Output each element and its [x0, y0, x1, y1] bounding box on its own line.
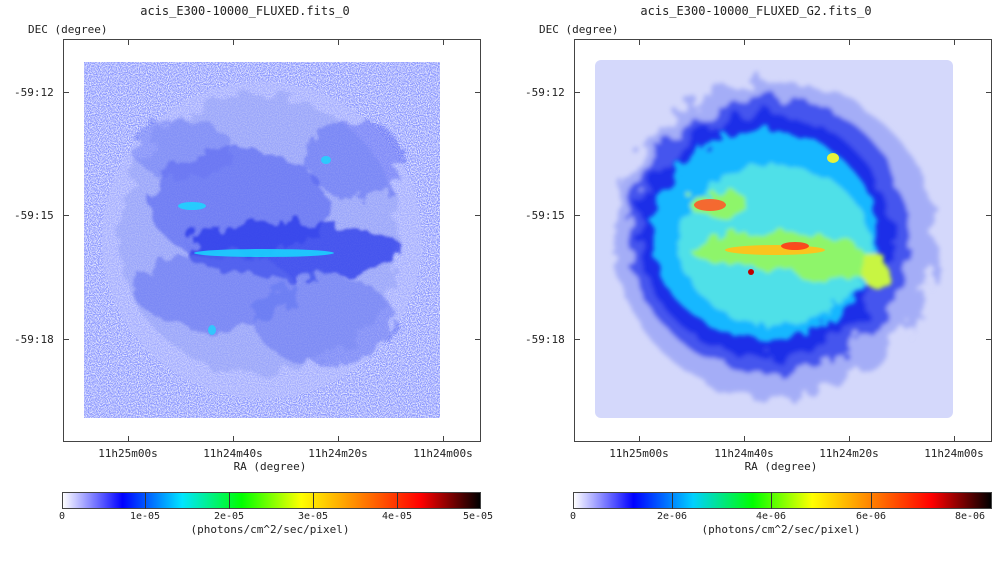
- colorbar[interactable]: [573, 492, 992, 509]
- ra-tick-label: 11h24m40s: [714, 447, 774, 460]
- ra-tick-label: 11h24m20s: [308, 447, 368, 460]
- x-tick: [128, 436, 129, 442]
- x-tick: [954, 39, 955, 45]
- image-title: acis_E300-10000_FLUXED_G2.fits_0: [640, 4, 872, 18]
- colorbar-tick-label: 4e-05: [381, 511, 413, 522]
- colorbar-divider: [871, 492, 872, 509]
- colorbar-tick-label: 2e-06: [656, 511, 688, 522]
- hotspot: [748, 269, 754, 275]
- colorbar-divider: [771, 492, 772, 509]
- colorbar-tick-label: 0: [58, 511, 66, 522]
- x-tick: [128, 39, 129, 45]
- ra-axis-label: RA (degree): [233, 460, 307, 473]
- x-tick: [338, 39, 339, 45]
- colorbar-unit: (photons/cm^2/sec/pixel): [701, 523, 861, 536]
- y-tick: [475, 92, 481, 93]
- y-tick: [986, 339, 992, 340]
- right-image-panel: acis_E300-10000_FLUXED_G2.fits_0 DEC (de…: [511, 0, 1000, 561]
- hot-filament: [725, 245, 825, 255]
- image-title: acis_E300-10000_FLUXED.fits_0: [140, 4, 350, 18]
- colorbar-unit: (photons/cm^2/sec/pixel): [190, 523, 350, 536]
- image-frame[interactable]: [574, 39, 992, 442]
- x-tick: [849, 436, 850, 442]
- x-tick: [443, 39, 444, 45]
- dec-tick-label: -59:15: [525, 209, 565, 222]
- colorbar[interactable]: [62, 492, 481, 509]
- y-tick: [63, 339, 69, 340]
- colorbar-divider: [672, 492, 673, 509]
- x-tick: [849, 39, 850, 45]
- colorbar-tick-label: 6e-06: [855, 511, 887, 522]
- colorbar-tick-label: 5e-05: [462, 511, 494, 522]
- y-tick: [574, 339, 580, 340]
- left-image-panel: acis_E300-10000_FLUXED.fits_0 DEC (degre…: [14, 4, 493, 536]
- dec-axis-label: DEC (degree): [539, 23, 619, 36]
- colorbar-divider: [145, 492, 146, 509]
- bright-knot: [321, 156, 331, 164]
- colorbar-divider: [397, 492, 398, 509]
- dec-tick-label: -59:12: [14, 86, 54, 99]
- y-tick: [986, 92, 992, 93]
- y-tick: [574, 215, 580, 216]
- image-frame[interactable]: [63, 39, 481, 442]
- colorbar-tick-label: 8e-06: [954, 511, 986, 522]
- y-tick: [986, 215, 992, 216]
- ra-tick-label: 11h24m00s: [413, 447, 473, 460]
- dec-tick-label: -59:12: [525, 86, 565, 99]
- y-tick: [63, 92, 69, 93]
- dec-tick-label: -59:15: [14, 209, 54, 222]
- hotspot: [827, 153, 839, 163]
- ra-axis-label: RA (degree): [744, 460, 818, 473]
- bright-knot: [178, 202, 206, 210]
- colorbar-tick-label: 3e-05: [297, 511, 329, 522]
- x-tick: [954, 436, 955, 442]
- fluxed-g2-image: [595, 60, 953, 418]
- ra-tick-label: 11h25m00s: [98, 447, 158, 460]
- hotspot: [694, 199, 726, 211]
- bright-filament: [194, 249, 334, 257]
- colorbar-tick-label: 2e-05: [213, 511, 245, 522]
- ra-tick-label: 11h24m00s: [924, 447, 984, 460]
- colorbar-tick-label: 0: [569, 511, 577, 522]
- x-tick: [744, 436, 745, 442]
- bright-knot: [208, 325, 216, 335]
- ra-tick-label: 11h24m20s: [819, 447, 879, 460]
- y-tick: [475, 215, 481, 216]
- ra-tick-label: 11h25m00s: [609, 447, 669, 460]
- dec-tick-label: -59:18: [14, 333, 54, 346]
- colorbar-tick-label: 1e-05: [129, 511, 161, 522]
- dec-axis-label: DEC (degree): [28, 23, 108, 36]
- x-tick: [744, 39, 745, 45]
- colorbar-divider: [229, 492, 230, 509]
- x-tick: [639, 436, 640, 442]
- x-tick: [443, 436, 444, 442]
- x-tick: [233, 39, 234, 45]
- colorbar-tick-label: 4e-06: [755, 511, 787, 522]
- colorbar-divider: [313, 492, 314, 509]
- x-tick: [338, 436, 339, 442]
- dec-tick-label: -59:18: [525, 333, 565, 346]
- fluxed-image: [84, 62, 440, 418]
- x-tick: [639, 39, 640, 45]
- x-tick: [233, 436, 234, 442]
- y-tick: [63, 215, 69, 216]
- y-tick: [574, 92, 580, 93]
- hotspot: [781, 242, 809, 250]
- y-tick: [475, 339, 481, 340]
- ra-tick-label: 11h24m40s: [203, 447, 263, 460]
